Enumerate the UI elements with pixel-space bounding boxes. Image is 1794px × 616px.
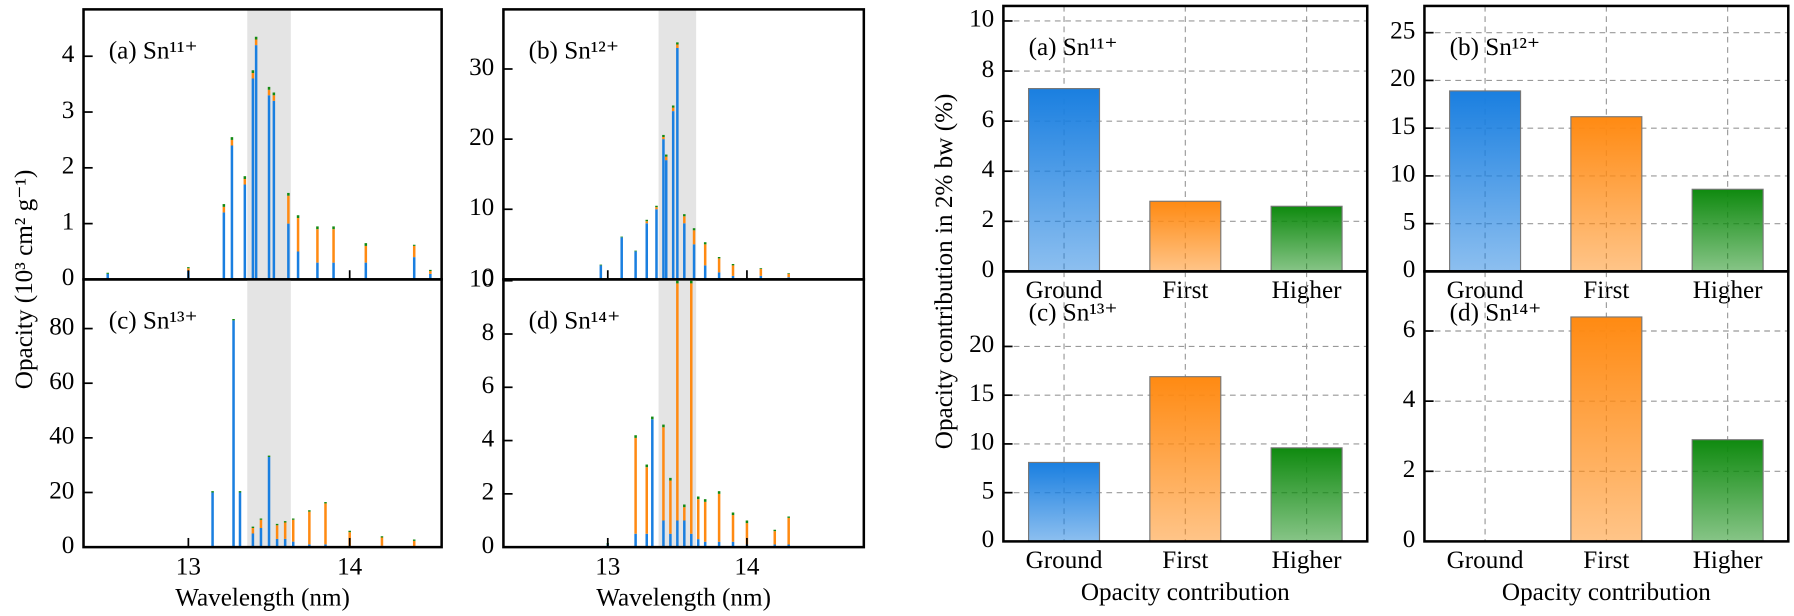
- x-axis-label: Opacity contribution: [1502, 579, 1711, 606]
- y-tick-label: 25: [1390, 17, 1415, 44]
- x-tick-label: Ground: [1026, 277, 1103, 304]
- panel-label: (c) Sn¹³⁺: [109, 308, 198, 335]
- x-tick-label: First: [1583, 547, 1629, 574]
- y-tick-label: 20: [1390, 65, 1415, 92]
- y-tick-label: 5: [982, 477, 995, 504]
- frame: [502, 278, 866, 549]
- y-tick-label: 2: [982, 206, 995, 233]
- y-tick-label: 80: [49, 313, 74, 340]
- frame: [1423, 270, 1790, 543]
- panel-label: (b) Sn¹²⁺: [529, 38, 620, 65]
- x-axis-label: Wavelength (nm): [596, 585, 771, 612]
- y-tick-label: 5: [1403, 208, 1416, 235]
- y-tick-label: 20: [49, 477, 74, 504]
- y-tick-label: 0: [1403, 256, 1416, 283]
- y-tick-label: 10: [969, 6, 994, 33]
- x-tick-label: 14: [337, 554, 363, 581]
- y-tick-label: 60: [49, 368, 74, 395]
- y-tick-label: 6: [482, 372, 495, 399]
- x-axis-label: Opacity contribution: [1081, 579, 1290, 606]
- y-axis-label: Opacity (10³ cm² g⁻¹): [11, 170, 38, 390]
- x-axis-label: Wavelength (nm): [175, 585, 350, 612]
- x-tick-label: First: [1162, 277, 1208, 304]
- y-tick-label: 4: [62, 41, 75, 68]
- y-tick-label: 10: [469, 194, 494, 221]
- x-tick-label: Ground: [1026, 547, 1103, 574]
- x-tick-label: Higher: [1272, 277, 1342, 304]
- x-tick-label: 13: [176, 554, 201, 581]
- x-tick-label: Higher: [1693, 547, 1763, 574]
- y-tick-label: 0: [982, 256, 995, 283]
- y-tick-label: 0: [62, 532, 75, 559]
- plot-area: [1424, 5, 1789, 272]
- plot-area: [599, 9, 790, 280]
- y-axis-label: Opacity contribution in 2% bw (%): [931, 94, 958, 450]
- bar: [1149, 376, 1222, 542]
- frame: [1002, 270, 1369, 543]
- panel-label: (d) Sn¹⁴⁺: [1450, 300, 1542, 327]
- y-tick-label: 0: [482, 532, 495, 559]
- y-tick-label: 1: [62, 208, 75, 235]
- bar: [1691, 439, 1764, 542]
- plot-area: [1003, 5, 1368, 272]
- y-tick-label: 8: [482, 319, 495, 346]
- y-tick-label: 10: [1390, 161, 1415, 188]
- plot-area: [1003, 271, 1368, 542]
- x-tick-label: 14: [734, 554, 760, 581]
- bar: [1149, 200, 1222, 272]
- y-tick-label: 2: [62, 153, 75, 180]
- x-tick-label: First: [1162, 547, 1208, 574]
- y-tick-label: 15: [969, 380, 994, 407]
- plot-area: [106, 9, 432, 280]
- bar: [1270, 205, 1343, 272]
- y-tick-label: 6: [1403, 316, 1416, 343]
- bar: [1570, 316, 1643, 542]
- bar: [1570, 116, 1643, 272]
- panel-label: (a) Sn¹¹⁺: [1029, 34, 1118, 61]
- x-tick-label: First: [1583, 277, 1629, 304]
- y-tick-label: 2: [482, 479, 495, 506]
- y-tick-label: 40: [49, 423, 74, 450]
- bar: [1028, 88, 1101, 272]
- x-tick-label: 13: [595, 554, 620, 581]
- y-tick-label: 20: [469, 124, 494, 151]
- panel-label: (c) Sn¹³⁺: [1029, 300, 1118, 327]
- y-tick-label: 4: [982, 156, 995, 183]
- x-tick-label: Ground: [1447, 547, 1524, 574]
- panel-label: (a) Sn¹¹⁺: [109, 38, 198, 65]
- plot-area: [606, 279, 790, 548]
- x-tick-label: Higher: [1693, 277, 1763, 304]
- y-tick-label: 10: [969, 429, 994, 456]
- y-tick-label: 4: [482, 425, 495, 452]
- y-tick-label: 4: [1403, 386, 1416, 413]
- bar: [1270, 447, 1343, 542]
- y-tick-label: 30: [469, 54, 494, 81]
- plot-area: [211, 279, 416, 548]
- y-tick-label: 0: [982, 526, 995, 553]
- y-tick-label: 6: [982, 106, 995, 133]
- frame: [82, 278, 443, 549]
- y-tick-label: 2: [1403, 456, 1416, 483]
- y-tick-label: 0: [1403, 526, 1416, 553]
- bar: [1028, 461, 1101, 542]
- bar: [1449, 90, 1522, 272]
- y-tick-label: 0: [482, 264, 495, 291]
- x-tick-label: Ground: [1447, 277, 1524, 304]
- y-tick-label: 20: [969, 331, 994, 358]
- panel-label: (d) Sn¹⁴⁺: [529, 308, 621, 335]
- x-tick-label: Higher: [1272, 547, 1342, 574]
- y-tick-label: 10: [469, 266, 494, 293]
- y-tick-label: 0: [62, 264, 75, 291]
- panel-label: (b) Sn¹²⁺: [1450, 34, 1541, 61]
- y-tick-label: 3: [62, 97, 75, 124]
- y-tick-label: 15: [1390, 113, 1415, 140]
- bar: [1691, 188, 1764, 272]
- y-tick-label: 8: [982, 56, 995, 83]
